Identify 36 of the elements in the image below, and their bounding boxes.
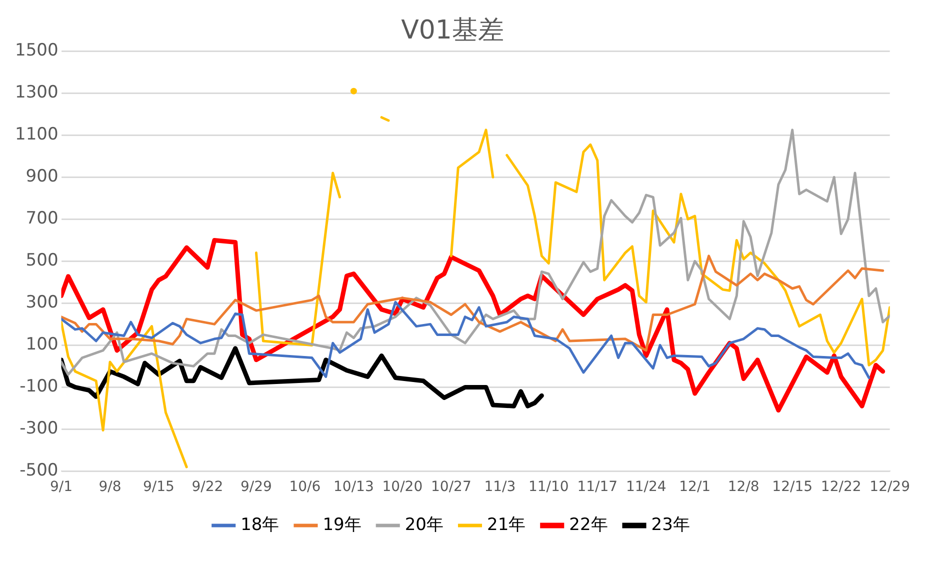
x-tick-label: 9/15 — [143, 479, 174, 496]
y-tick-label: -100 — [20, 376, 58, 397]
x-tick-label: 10/6 — [289, 479, 321, 496]
y-tick-label: -300 — [20, 418, 58, 439]
y-tick-label: 300 — [26, 292, 58, 313]
x-tick-label: 9/1 — [50, 479, 73, 496]
legend-label: 22年 — [569, 514, 608, 535]
y-tick-label: -500 — [20, 460, 58, 481]
legend-label: 21年 — [487, 514, 526, 535]
x-tick-label: 9/22 — [192, 479, 224, 496]
x-tick-label: 10/20 — [382, 479, 423, 496]
y-tick-label: 1300 — [15, 82, 58, 103]
x-tick-label: 12/8 — [728, 479, 760, 496]
y-tick-label: 700 — [26, 208, 58, 229]
legend-label: 18年 — [240, 514, 280, 535]
y-tick-label: 500 — [26, 250, 58, 271]
legend-label: 23年 — [651, 514, 690, 535]
y-tick-label: 100 — [26, 334, 58, 355]
x-tick-label: 9/8 — [98, 479, 122, 496]
legend-label: 19年 — [322, 514, 362, 535]
x-tick-label: 12/29 — [870, 479, 910, 496]
legend-label: 20年 — [404, 514, 444, 535]
x-tick-label: 11/24 — [626, 479, 666, 496]
y-tick-label: 900 — [26, 166, 58, 187]
y-tick-label: 1100 — [15, 124, 58, 145]
x-tick-label: 11/3 — [484, 479, 516, 496]
x-tick-label: 11/10 — [528, 479, 569, 496]
x-tick-label: 12/1 — [679, 479, 711, 496]
x-tick-label: 11/17 — [577, 479, 618, 496]
x-tick-label: 12/15 — [772, 479, 813, 496]
x-tick-label: 10/13 — [334, 479, 374, 496]
chart-title: V01基差 — [401, 15, 504, 46]
x-tick-label: 10/27 — [430, 479, 472, 496]
x-tick-label: 9/29 — [240, 479, 272, 496]
y-tick-label: 1500 — [15, 40, 58, 61]
x-tick-label: 12/22 — [820, 479, 862, 496]
